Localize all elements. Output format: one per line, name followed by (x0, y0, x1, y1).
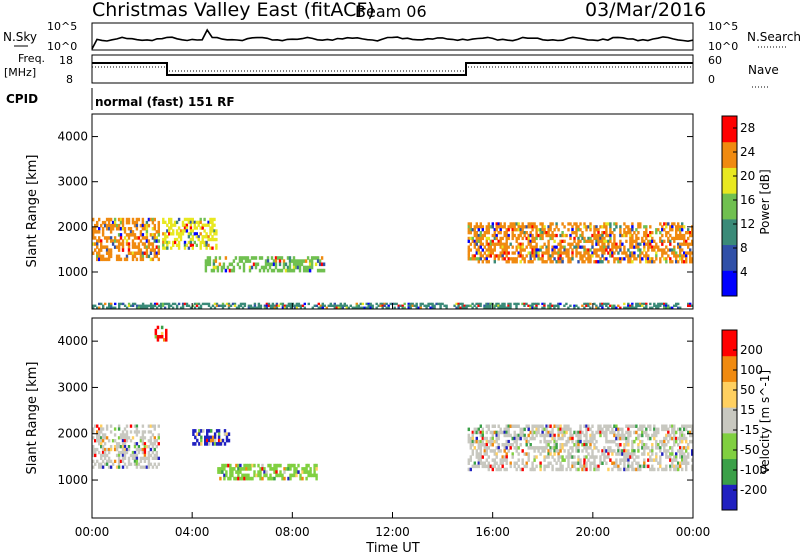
velocity-ytick-label: 1000 (57, 473, 88, 487)
velocity-colorbar-tick: 15 (740, 403, 755, 417)
nsky-tick-top: 10^5 (47, 20, 77, 33)
velocity-colorbar-tick: -100 (740, 463, 767, 477)
power-colorbar-tick: 4 (740, 265, 748, 279)
velocity-colorbar-tick: 200 (740, 343, 763, 357)
freq-label-1: Freq. (18, 52, 45, 65)
freq-tick-bottom: 8 (66, 73, 73, 86)
velocity-echo-region (467, 424, 694, 472)
velocity-colorbar-swatch (722, 407, 737, 434)
freq-strip: Freq. [MHz] 18 8 60 0 Nave (4, 52, 779, 88)
power-panel: 1000 2000 3000 4000 Slant Range [km] 4 8 12 16… (25, 113, 772, 310)
velocity-xtick-label: 04:00 (175, 525, 210, 539)
velocity-colorbar-swatch (722, 330, 737, 357)
power-colorbar-swatch (722, 270, 737, 297)
cpid-label: CPID (6, 92, 38, 106)
power-ylabel: Slant Range [km] (25, 155, 40, 268)
velocity-colorbar-swatch (722, 484, 737, 511)
power-colorbar-tick: 12 (740, 217, 755, 231)
velocity-colorbar-tick: -200 (740, 483, 767, 497)
velocity-xtick-label: 20:00 (576, 525, 611, 539)
power-ytick-label: 4000 (57, 130, 88, 144)
velocity-panel: 1000 2000 3000 4000 00:00 04:00 08:00 12:00 16:… (25, 303, 772, 554)
power-ytick-label: 1000 (57, 265, 88, 279)
nave-label: Nave (748, 63, 779, 77)
power-colorbar-tick: 24 (740, 145, 755, 159)
power-colorbar-tick: 20 (740, 169, 755, 183)
velocity-ylabel: Slant Range [km] (25, 362, 40, 475)
velocity-colorbar-swatch (722, 355, 737, 382)
velocity-ytick-label: 4000 (57, 334, 88, 348)
freq-tick-top: 18 (59, 54, 73, 67)
power-echo-region (467, 222, 694, 264)
velocity-colorbar-swatch (722, 458, 737, 485)
velocity-colorbar-swatch (722, 381, 737, 408)
velocity-echo-region (192, 429, 231, 446)
velocity-xtick-label: 00:00 (75, 525, 110, 539)
nsearch-tick-top: 10^5 (708, 20, 738, 33)
velocity-xtick-label: 00:00 (676, 525, 711, 539)
nave-tick-bottom: 0 (708, 73, 715, 86)
velocity-xtick-label: 16:00 (475, 525, 510, 539)
power-colorbar-swatch (722, 193, 737, 220)
velocity-colorbar-label: Velocity [m s^-1] (758, 370, 772, 474)
velocity-echo-region (217, 463, 318, 481)
power-colorbar-tick: 16 (740, 193, 755, 207)
velocity-colorbar-tick: 100 (740, 363, 763, 377)
velocity-colorbar-tick: 50 (740, 383, 755, 397)
velocity-colorbar-swatch (722, 432, 737, 460)
nsky-label: N.Sky (3, 30, 37, 44)
radar-title: Christmas Valley East (fitACF) (92, 0, 375, 21)
nsky-strip: N.Sky 10^5 10^0 N.Search 10^5 10^0 (3, 20, 800, 53)
velocity-colorbar-tick: -50 (740, 443, 760, 457)
velocity-ytick-label: 3000 (57, 380, 88, 394)
power-colorbar-swatch (722, 141, 737, 168)
power-colorbar-swatch (722, 167, 737, 194)
power-colorbar-swatch (722, 218, 737, 246)
nsky-tick-bottom: 10^0 (47, 40, 77, 53)
power-echo-region (162, 217, 218, 250)
velocity-xtick-label: 12:00 (375, 525, 410, 539)
nsky-trace (91, 28, 694, 50)
freq-label-2: [MHz] (4, 66, 36, 79)
cpid-text: normal (fast) 151 RF (95, 95, 235, 109)
power-ytick-label: 2000 (57, 220, 88, 234)
power-colorbar-label: Power [dB] (758, 169, 772, 234)
power-echo-region (204, 256, 326, 273)
power-echo-region (92, 217, 160, 262)
date-label: 03/Mar/2016 (585, 0, 706, 21)
nsearch-label: N.Search (747, 30, 800, 44)
power-ytick-label: 3000 (57, 175, 88, 189)
power-colorbar-swatch (722, 244, 737, 271)
velocity-colorbar-tick: -15 (740, 423, 760, 437)
freq-trace (92, 62, 693, 76)
nave-tick-top: 60 (708, 54, 722, 67)
velocity-xtick-label: 08:00 (275, 525, 310, 539)
power-colorbar-tick: 28 (740, 121, 755, 135)
nsearch-tick-bottom: 10^0 (708, 40, 738, 53)
nave-trace (92, 66, 693, 72)
velocity-xlabel: Time UT (365, 541, 419, 554)
power-colorbar-swatch (722, 116, 737, 143)
power-echo-region (92, 302, 694, 309)
velocity-ytick-label: 2000 (57, 427, 88, 441)
beam-label: Beam 06 (355, 2, 427, 21)
velocity-echo-region (92, 424, 160, 469)
velocity-echo-region (154, 325, 168, 342)
power-colorbar-tick: 8 (740, 241, 748, 255)
